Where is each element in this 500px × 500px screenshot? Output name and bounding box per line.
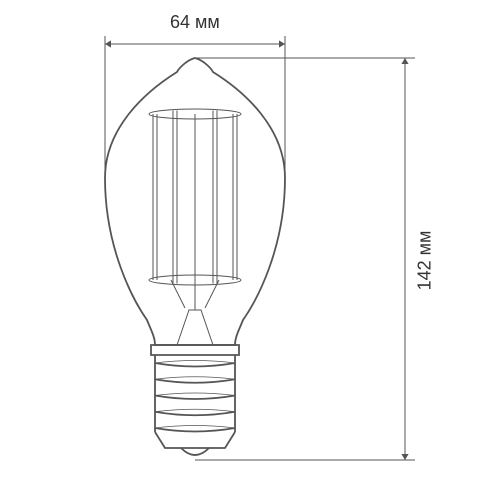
width-dimension-label: 64 мм xyxy=(170,12,220,33)
technical-drawing: 64 мм 142 мм xyxy=(0,0,500,500)
height-dimension-label: 142 мм xyxy=(415,231,436,291)
